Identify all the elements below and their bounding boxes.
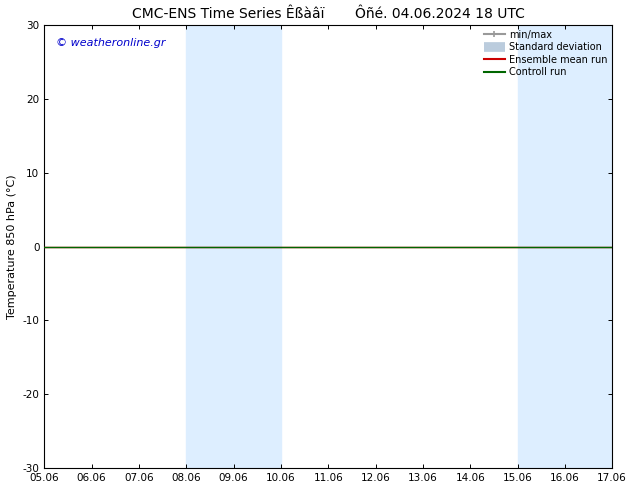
Y-axis label: Temperature 850 hPa (°C): Temperature 850 hPa (°C) — [7, 174, 17, 319]
Bar — [186, 25, 281, 468]
Text: © weatheronline.gr: © weatheronline.gr — [56, 38, 165, 48]
Bar — [517, 25, 612, 468]
Legend: min/max, Standard deviation, Ensemble mean run, Controll run: min/max, Standard deviation, Ensemble me… — [482, 28, 609, 79]
Title: CMC-ENS Time Series Êßàâï       Ôñé. 04.06.2024 18 UTC: CMC-ENS Time Series Êßàâï Ôñé. 04.06.202… — [132, 7, 525, 21]
